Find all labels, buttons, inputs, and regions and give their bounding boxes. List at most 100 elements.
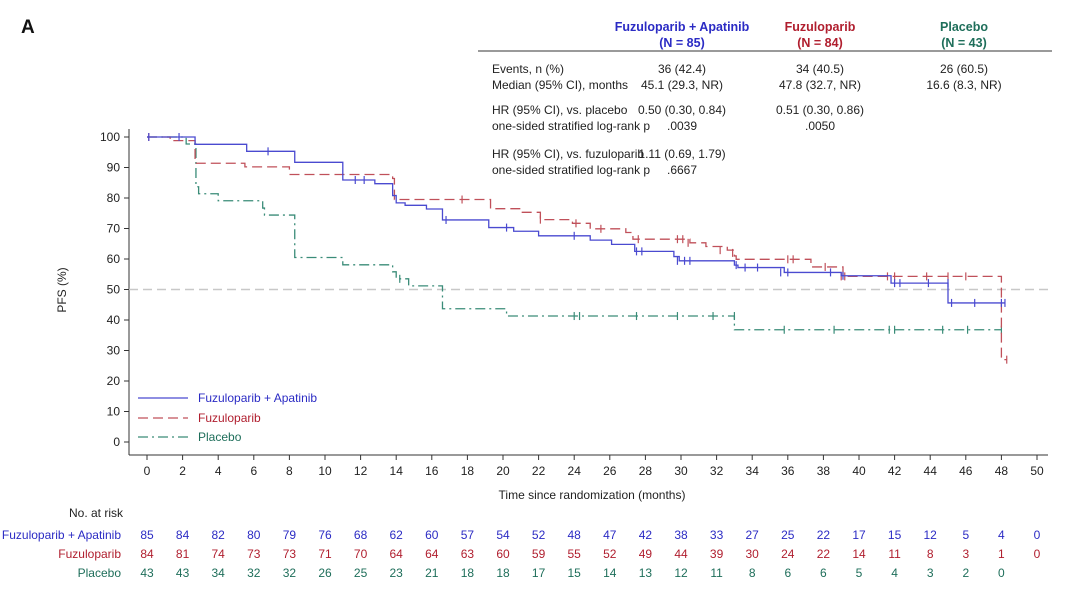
risk-value: 5 <box>962 528 970 542</box>
risk-value: 13 <box>638 566 653 580</box>
stats-cell: 1.11 (0.69, 1.79) <box>638 147 726 161</box>
risk-value: 44 <box>674 547 688 561</box>
x-tick-label: 10 <box>318 464 332 478</box>
x-tick-label: 36 <box>781 464 795 478</box>
risk-row-label: Fuzuloparib + Apatinib <box>1 528 121 542</box>
risk-value: 42 <box>638 528 653 542</box>
stats-col-n: (N = 43) <box>941 36 987 50</box>
risk-value: 0 <box>998 566 1005 580</box>
risk-value: 60 <box>496 547 510 561</box>
x-tick-label: 26 <box>603 464 617 478</box>
x-tick-label: 30 <box>674 464 688 478</box>
risk-value: 52 <box>603 547 617 561</box>
risk-value: 3 <box>962 547 970 561</box>
stats-col-n: (N = 85) <box>659 36 705 50</box>
stats-header-rule <box>478 50 1052 52</box>
risk-value: 82 <box>211 528 225 542</box>
risk-value: 8 <box>926 547 934 561</box>
risk-value: 15 <box>567 566 581 580</box>
risk-value: 3 <box>926 566 934 580</box>
risk-value: 73 <box>282 547 297 561</box>
x-tick-label: 20 <box>496 464 510 478</box>
x-tick-label: 40 <box>852 464 866 478</box>
risk-value: 63 <box>460 547 475 561</box>
risk-value: 49 <box>638 547 653 561</box>
risk-value: 2 <box>962 566 970 580</box>
risk-value: 59 <box>531 547 546 561</box>
risk-value: 74 <box>211 547 225 561</box>
risk-value: 43 <box>140 566 154 580</box>
risk-value: 11 <box>888 547 901 561</box>
risk-value: 27 <box>745 528 759 542</box>
x-tick-label: 6 <box>250 464 257 478</box>
risk-value: 11 <box>710 566 723 580</box>
risk-value: 32 <box>282 566 297 580</box>
y-tick-label: 30 <box>107 344 121 358</box>
risk-value: 4 <box>891 566 898 580</box>
risk-value: 4 <box>998 528 1005 542</box>
risk-value: 79 <box>282 528 297 542</box>
risk-value: 6 <box>820 566 827 580</box>
risk-table-title: No. at risk <box>69 506 124 520</box>
risk-value: 64 <box>389 547 403 561</box>
y-tick-label: 90 <box>107 161 121 175</box>
stats-cell: 0.51 (0.30, 0.86) <box>775 103 865 117</box>
x-tick-label: 50 <box>1030 464 1044 478</box>
stats-col-n: (N = 84) <box>797 36 843 50</box>
stats-cell: 47.8 (32.7, NR) <box>778 78 862 92</box>
series-line-fuzuloparib-apatinib <box>147 136 1005 304</box>
legend-label: Fuzuloparib + Apatinib <box>198 391 317 405</box>
y-tick-label: 40 <box>107 313 121 327</box>
stats-col-name: Fuzuloparib + Apatinib <box>614 20 750 34</box>
x-tick-label: 8 <box>286 464 293 478</box>
risk-value: 1 <box>998 547 1005 561</box>
risk-value: 8 <box>748 566 756 580</box>
risk-value: 55 <box>567 547 581 561</box>
risk-value: 73 <box>247 547 261 561</box>
stats-col-head-placebo: Placebo (N = 43) <box>879 19 1049 51</box>
x-tick-label: 4 <box>215 464 222 478</box>
risk-value: 39 <box>709 547 724 561</box>
x-axis-label: Time since randomization (months) <box>499 488 686 502</box>
risk-value: 32 <box>247 566 261 580</box>
risk-value: 17 <box>852 528 866 542</box>
risk-value: 30 <box>745 547 759 561</box>
stats-cell: 36 (42.4) <box>657 62 707 76</box>
panel-label: A <box>21 17 35 38</box>
legend-label: Placebo <box>198 430 242 444</box>
x-tick-label: 16 <box>425 464 439 478</box>
y-tick-label: 20 <box>107 374 121 388</box>
stats-cell: 26 (60.5) <box>939 62 989 76</box>
risk-value: 26 <box>318 566 332 580</box>
risk-value: 0 <box>1033 547 1041 561</box>
series-line-placebo <box>147 136 1002 331</box>
risk-value: 81 <box>175 547 190 561</box>
risk-value: 22 <box>816 528 831 542</box>
x-tick-label: 44 <box>924 464 938 478</box>
risk-value: 68 <box>353 528 368 542</box>
y-tick-label: 60 <box>107 252 121 266</box>
stats-cell: .6667 <box>666 163 698 177</box>
risk-value: 18 <box>496 566 510 580</box>
risk-value: 43 <box>175 566 190 580</box>
x-tick-label: 42 <box>888 464 902 478</box>
x-tick-label: 22 <box>532 464 546 478</box>
risk-value: 14 <box>603 566 617 580</box>
risk-value: 12 <box>674 566 688 580</box>
risk-value: 33 <box>709 528 724 542</box>
stats-cell: 34 (40.5) <box>795 62 845 76</box>
risk-value: 47 <box>603 528 617 542</box>
stats-col-head-combo: Fuzuloparib + Apatinib (N = 85) <box>597 19 767 51</box>
x-tick-label: 12 <box>354 464 368 478</box>
risk-row-label: Placebo <box>77 566 121 580</box>
y-tick-label: 70 <box>107 222 121 236</box>
risk-value: 14 <box>852 547 866 561</box>
risk-value: 84 <box>175 528 190 542</box>
risk-value: 52 <box>531 528 546 542</box>
risk-value: 71 <box>318 547 332 561</box>
stats-col-name: Placebo <box>940 20 988 34</box>
risk-value: 0 <box>1033 528 1041 542</box>
risk-value: 38 <box>674 528 688 542</box>
risk-value: 25 <box>781 528 795 542</box>
stats-cell: 0.50 (0.30, 0.84) <box>637 103 727 117</box>
